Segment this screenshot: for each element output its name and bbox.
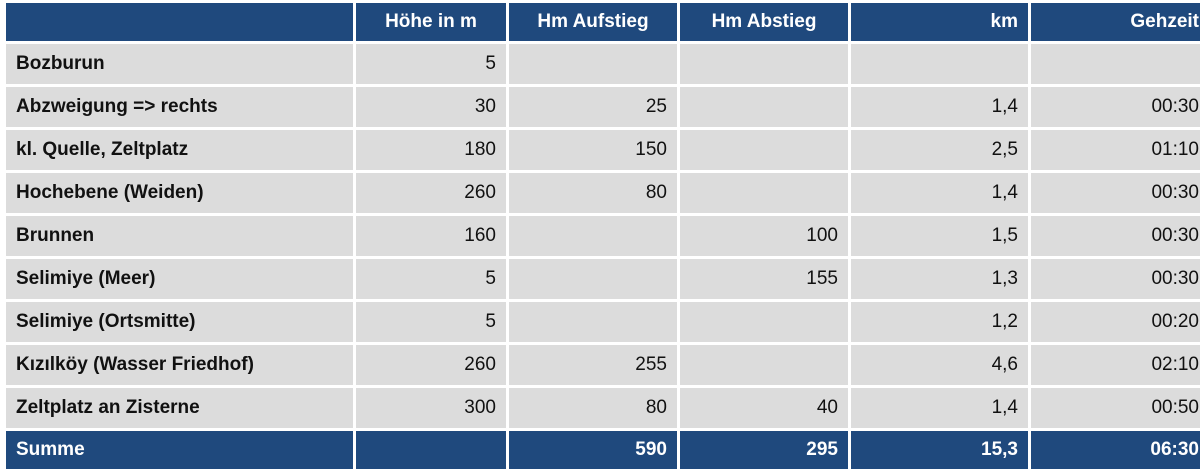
row-aufstieg: 25 [509,87,677,127]
table-body: Bozburun 5 Abzweigung => rechts 30 25 1,… [6,44,1200,428]
row-hoehe: 260 [356,345,506,385]
row-gehzeit: 00:30 [1031,259,1200,299]
row-aufstieg [509,44,677,84]
table-row: Zeltplatz an Zisterne 300 80 40 1,4 00:5… [6,388,1200,428]
row-name: Zeltplatz an Zisterne [6,388,353,428]
table-row: Selimiye (Meer) 5 155 1,3 00:30 [6,259,1200,299]
row-km: 1,4 [851,173,1028,213]
table-row: Selimiye (Ortsmitte) 5 1,2 00:20 [6,302,1200,342]
summary-row: Summe 590 295 15,3 06:30 [6,431,1200,469]
row-gehzeit: 00:30 [1031,173,1200,213]
header-abstieg: Hm Abstieg [680,3,848,41]
summary-abstieg: 295 [680,431,848,469]
row-name: Abzweigung => rechts [6,87,353,127]
row-hoehe: 180 [356,130,506,170]
row-aufstieg: 255 [509,345,677,385]
row-name: Brunnen [6,216,353,256]
summary-aufstieg: 590 [509,431,677,469]
row-abstieg: 155 [680,259,848,299]
row-name: Kızılköy (Wasser Friedhof) [6,345,353,385]
row-name: kl. Quelle, Zeltplatz [6,130,353,170]
row-gehzeit: 00:20 [1031,302,1200,342]
table-row: Hochebene (Weiden) 260 80 1,4 00:30 [6,173,1200,213]
row-name: Bozburun [6,44,353,84]
row-gehzeit: 02:10 [1031,345,1200,385]
row-abstieg [680,302,848,342]
row-km: 4,6 [851,345,1028,385]
row-km: 2,5 [851,130,1028,170]
table-row: Kızılköy (Wasser Friedhof) 260 255 4,6 0… [6,345,1200,385]
row-hoehe: 260 [356,173,506,213]
row-abstieg: 40 [680,388,848,428]
row-hoehe: 5 [356,44,506,84]
row-abstieg [680,44,848,84]
row-gehzeit [1031,44,1200,84]
header-aufstieg: Hm Aufstieg [509,3,677,41]
summary-label: Summe [6,431,353,469]
row-km: 1,3 [851,259,1028,299]
row-km: 1,5 [851,216,1028,256]
row-gehzeit: 00:30 [1031,216,1200,256]
row-gehzeit: 01:10 [1031,130,1200,170]
row-aufstieg: 80 [509,388,677,428]
row-hoehe: 300 [356,388,506,428]
row-km [851,44,1028,84]
table-footer: Summe 590 295 15,3 06:30 [6,431,1200,469]
row-name: Hochebene (Weiden) [6,173,353,213]
row-gehzeit: 00:30 [1031,87,1200,127]
row-name: Selimiye (Ortsmitte) [6,302,353,342]
row-abstieg [680,345,848,385]
row-km: 1,4 [851,87,1028,127]
header-row: Höhe in m Hm Aufstieg Hm Abstieg km Gehz… [6,3,1200,41]
table-row: kl. Quelle, Zeltplatz 180 150 2,5 01:10 [6,130,1200,170]
row-km: 1,2 [851,302,1028,342]
row-abstieg: 100 [680,216,848,256]
header-km: km [851,3,1028,41]
summary-gehzeit: 06:30 [1031,431,1200,469]
row-hoehe: 5 [356,259,506,299]
table-row: Bozburun 5 [6,44,1200,84]
route-table: Höhe in m Hm Aufstieg Hm Abstieg km Gehz… [3,0,1200,472]
row-abstieg [680,173,848,213]
row-aufstieg [509,302,677,342]
header-name [6,3,353,41]
row-name: Selimiye (Meer) [6,259,353,299]
header-hoehe: Höhe in m [356,3,506,41]
row-aufstieg: 80 [509,173,677,213]
table-row: Brunnen 160 100 1,5 00:30 [6,216,1200,256]
header-gehzeit: Gehzeit [1031,3,1200,41]
row-km: 1,4 [851,388,1028,428]
table-header: Höhe in m Hm Aufstieg Hm Abstieg km Gehz… [6,3,1200,41]
row-abstieg [680,130,848,170]
row-hoehe: 160 [356,216,506,256]
row-aufstieg [509,216,677,256]
row-aufstieg [509,259,677,299]
summary-km: 15,3 [851,431,1028,469]
summary-hoehe [356,431,506,469]
row-aufstieg: 150 [509,130,677,170]
row-abstieg [680,87,848,127]
row-gehzeit: 00:50 [1031,388,1200,428]
row-hoehe: 30 [356,87,506,127]
table-row: Abzweigung => rechts 30 25 1,4 00:30 [6,87,1200,127]
row-hoehe: 5 [356,302,506,342]
